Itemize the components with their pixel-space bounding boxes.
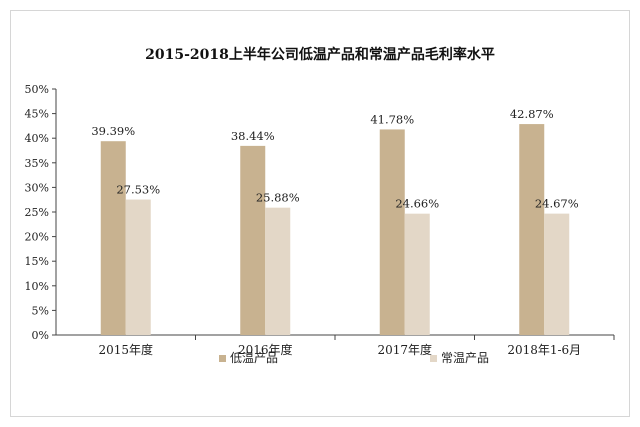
y-tick-label: 15% — [25, 255, 49, 268]
y-tick-label: 0% — [32, 329, 49, 342]
data-label: 27.53% — [116, 183, 160, 197]
y-tick-label: 45% — [25, 108, 49, 121]
data-label: 42.87% — [510, 107, 554, 121]
bar-low-temp — [240, 145, 266, 335]
legend-swatch — [219, 355, 226, 362]
y-tick-label: 30% — [25, 181, 49, 194]
x-category-label: 2015年度 — [98, 342, 153, 357]
legend-swatch — [430, 355, 437, 362]
x-category-label: 2018年1-6月 — [507, 343, 581, 357]
bar-low-temp — [100, 141, 126, 335]
bar-room-temp — [265, 207, 291, 335]
y-tick-label: 50% — [25, 83, 49, 96]
x-category-label: 2016年度 — [238, 342, 293, 357]
data-label: 41.78% — [370, 112, 414, 126]
y-tick-label: 25% — [25, 206, 49, 219]
bar-low-temp — [379, 129, 405, 335]
chart-title: 2015-2018上半年公司低温产品和常温产品毛利率水平 — [145, 47, 495, 63]
y-tick-label: 40% — [25, 132, 49, 145]
x-category-label: 2017年度 — [377, 342, 432, 357]
legend-label: 常温产品 — [441, 351, 489, 365]
data-label: 39.39% — [91, 124, 135, 138]
bar-room-temp — [125, 199, 151, 335]
bar-room-temp — [544, 213, 570, 335]
bar-low-temp — [519, 124, 545, 336]
bar-room-temp — [404, 213, 430, 335]
y-tick-label: 20% — [25, 231, 49, 244]
data-label: 24.67% — [535, 197, 579, 211]
data-label: 38.44% — [231, 129, 275, 143]
data-label: 24.66% — [395, 197, 439, 211]
legend-label: 低温产品 — [230, 351, 278, 365]
y-tick-label: 5% — [32, 304, 49, 317]
y-tick-label: 35% — [25, 157, 49, 170]
y-tick-label: 10% — [25, 280, 49, 293]
data-label: 25.88% — [256, 191, 300, 205]
